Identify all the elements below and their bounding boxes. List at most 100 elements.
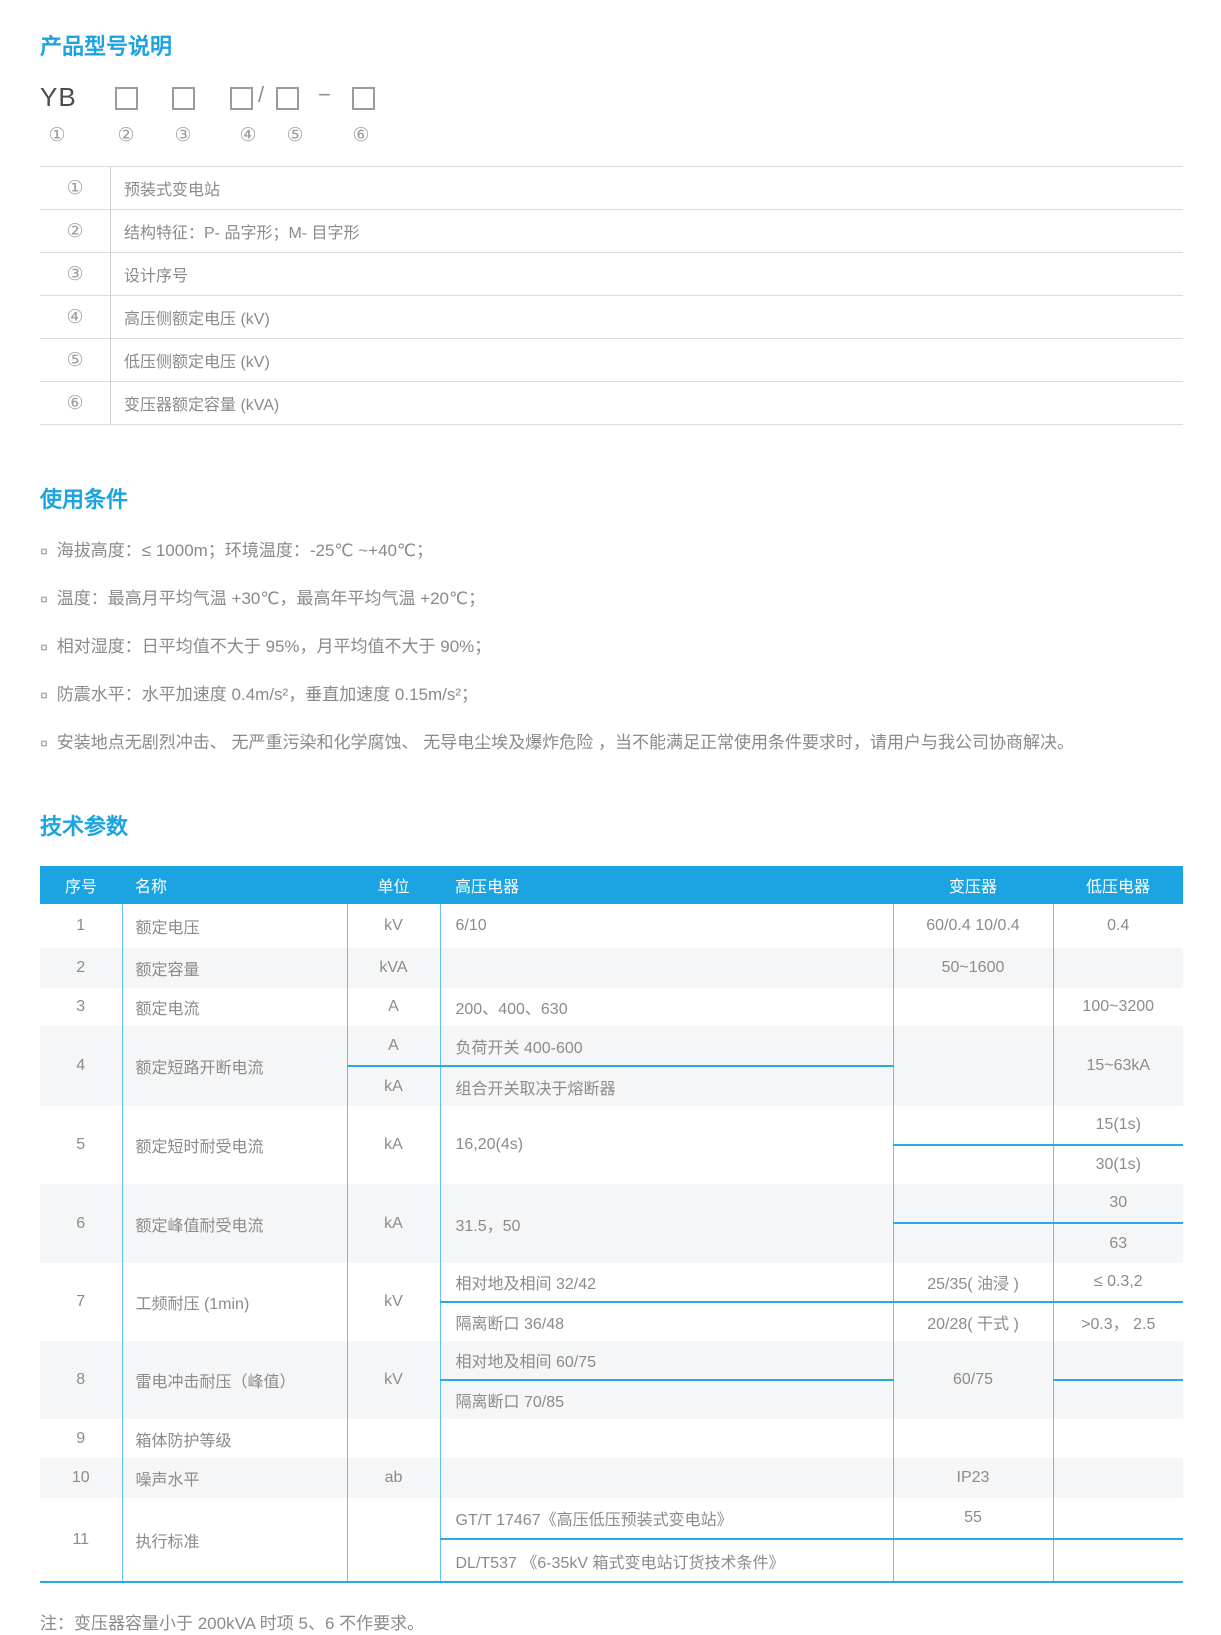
conditions-section: 使用条件 ¤ 海拔高度：≤ 1000m；环境温度：-25℃ ~+40℃； ¤ 温… [40,487,1183,755]
cell: 0.4 [1052,904,1183,949]
condition-text: 海拔高度：≤ 1000m；环境温度：-25℃ ~+40℃； [56,540,434,560]
tech-row-8a: 8 雷电冲击耐压（峰值） kV 相对地及相间 60/75 60/75 [40,1341,1183,1420]
tech-row-1: 1 额定电压 kV 6/10 60/0.4 10/0.4 0.4 [40,904,1183,949]
cell [892,1106,1053,1147]
section-title-tech: 技术参数 [40,813,129,839]
cell: 执行标准 [121,1498,347,1583]
bullet-icon: ¤ [40,590,48,607]
legend-no: ⑥ [40,381,111,426]
model-box-2 [172,87,195,111]
cell [439,1419,893,1459]
legend-no: ① [40,166,111,210]
legend-row: ⑤ 低压侧额定电压 (kV) [40,338,1183,382]
legend-desc: 变压器额定容量 (kVA) [110,381,1183,426]
tech-row-4a: 4 额定短路开断电流 A 负荷开关 400-600 15~63kA [40,1026,1183,1107]
cell: kA [346,1066,440,1107]
cell [892,1026,1053,1107]
legend-desc: 结构特征：P- 品字形；M- 目字形 [110,209,1183,253]
cell: 额定短时耐受电流 [121,1106,347,1185]
cell: 额定短路开断电流 [121,1026,347,1107]
cell: >0.3， 2.5 [1052,1302,1183,1342]
cell [892,988,1053,1027]
cell [892,1145,1053,1185]
cell [1052,1380,1183,1420]
tech-row-10: 10 噪声水平 ab IP23 [40,1458,1183,1499]
col-header-lv: 低压电器 [1053,866,1183,905]
cell: 组合开关取决于熔断器 [439,1066,893,1107]
cell: 60/0.4 10/0.4 [892,904,1053,949]
cell: 20/28( 干式 ) [892,1302,1053,1342]
legend-row: ② 结构特征：P- 品字形；M- 目字形 [40,209,1183,253]
cell: kV [346,1263,440,1342]
cell: 额定电流 [121,988,347,1027]
cell [439,1458,893,1499]
cell: 6/10 [439,904,893,949]
tech-row-5b: 30(1s) [40,1145,1183,1185]
cell: 16,20(4s) [439,1106,893,1185]
cell: 相对地及相间 60/75 [439,1341,893,1382]
cell: 55 [892,1498,1053,1541]
cell [1052,1341,1183,1382]
section-title-model: 产品型号说明 [40,34,173,59]
model-digit-2: ② [117,125,135,147]
bullet-icon: ¤ [40,734,48,751]
cell: 负荷开关 400-600 [439,1026,893,1068]
cell: A [346,1026,440,1068]
cell: 4 [76,1057,86,1075]
tech-row-7a: 7 工频耐压 (1min) kV 相对地及相间 32/42 25/35( 油浸 … [40,1263,1183,1342]
cell: kV [346,1341,440,1420]
cell: 噪声水平 [121,1458,347,1499]
cell: 15~63kA [1052,1026,1183,1107]
tech-row-2: 2 额定容量 kVA 50~1600 [40,948,1183,989]
cell [1052,948,1183,989]
cell: 31.5，50 [439,1184,893,1264]
cell [1052,1458,1183,1499]
cell: 6 [76,1214,86,1232]
legend-no: ④ [40,295,111,339]
cell: 1 [76,917,86,935]
legend-no: ② [40,209,111,253]
cell: kV [346,904,440,949]
cell: 箱体防护等级 [121,1419,347,1459]
tech-row-6a: 6 额定峰值耐受电流 kA 31.5，50 30 [40,1184,1183,1264]
cell: 30 [1052,1184,1183,1225]
cell: 9 [76,1429,86,1447]
model-dash: − [318,82,331,108]
cell [1052,1498,1183,1541]
model-digit-1: ① [48,125,66,147]
cell [892,1419,1053,1459]
col-header-no: 序号 [40,866,122,905]
cell: 10 [71,1469,90,1487]
cell [892,1223,1053,1264]
tech-parameters-table: 序号 名称 单位 高压电器 变压器 低压电器 1 额定电压 kV 6/10 60… [40,866,1183,1584]
cell: 8 [76,1371,86,1389]
cell [1052,1419,1183,1459]
cell: DL/T537 《6-35kV 箱式变电站订货技术条件》 [439,1539,893,1583]
cell [892,1184,1053,1225]
model-digit-6: ⑥ [352,125,370,147]
legend-desc: 预装式变电站 [110,166,1183,210]
cell: 60/75 [892,1341,1053,1420]
col-header-name: 名称 [122,866,347,905]
tech-row-3: 3 额定电流 A 200、400、630 100~3200 [40,988,1183,1027]
legend-no: ⑤ [40,338,111,382]
condition-text: 安装地点无剧烈冲击、 无严重污染和化学腐蚀、 无导电尘埃及爆炸危险 ，当不能满足… [56,732,1074,752]
legend-row: ③ 设计序号 [40,252,1183,296]
condition-item: ¤ 海拔高度：≤ 1000m；环境温度：-25℃ ~+40℃； [40,538,1183,564]
condition-item: ¤ 温度：最高月平均气温 +30℃，最高年平均气温 +20℃； [40,586,1183,612]
bullet-icon: ¤ [40,542,48,559]
cell: GT/T 17467《高压低压预装式变电站》 [439,1498,893,1541]
model-slash: / [258,82,265,108]
legend-desc: 高压侧额定电压 (kV) [110,295,1183,339]
model-number-diagram: YB / − ① ② ③ ④ ⑤ ⑥ [40,82,1183,158]
cell: 25/35( 油浸 ) [892,1263,1053,1304]
cell: 3 [76,998,86,1016]
section-title-conditions: 使用条件 [40,487,129,513]
condition-text: 温度：最高月平均气温 +30℃，最高年平均气温 +20℃； [56,588,486,608]
condition-item: ¤ 防震水平：水平加速度 0.4m/s²，垂直加速度 0.15m/s²； [40,682,1183,708]
legend-row: ④ 高压侧额定电压 (kV) [40,295,1183,339]
cell: ab [346,1458,440,1499]
model-digit-4: ④ [239,125,257,147]
model-box-1 [115,87,138,111]
cell: 额定电压 [121,904,347,949]
